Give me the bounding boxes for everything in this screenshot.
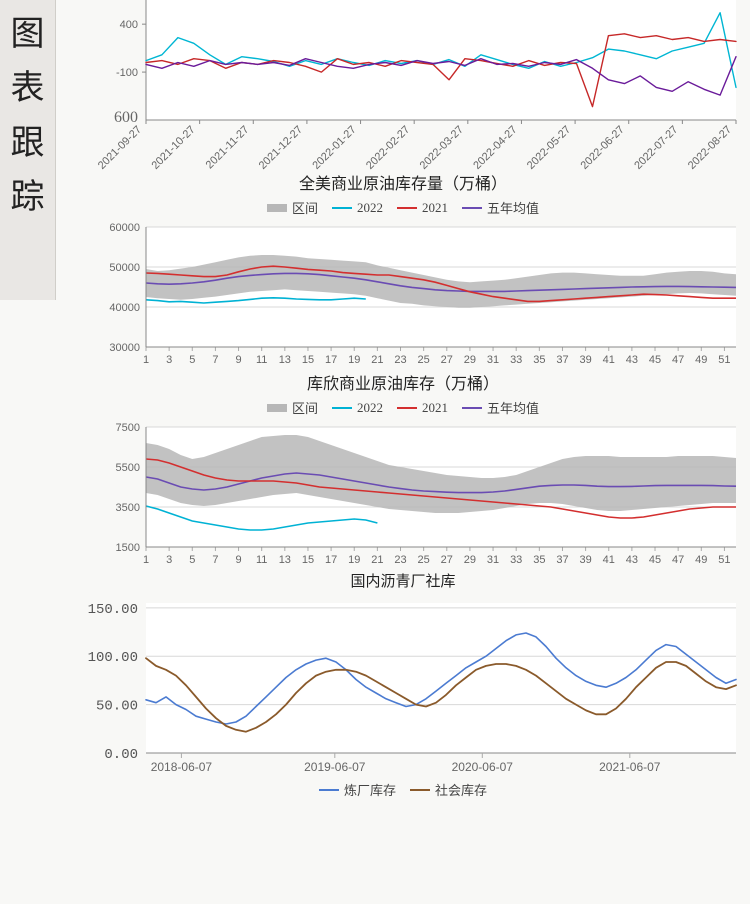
svg-text:2020-06-07: 2020-06-07 — [452, 760, 514, 774]
svg-text:21: 21 — [371, 554, 383, 566]
svg-text:51: 51 — [718, 554, 730, 566]
svg-text:5: 5 — [189, 354, 195, 366]
svg-text:33: 33 — [510, 554, 522, 566]
svg-text:3500: 3500 — [116, 502, 140, 514]
svg-text:1500: 1500 — [116, 542, 140, 554]
svg-text:2021-12-27: 2021-12-27 — [257, 124, 305, 170]
svg-text:2022-04-27: 2022-04-27 — [471, 124, 519, 170]
svg-text:2022-06-27: 2022-06-27 — [579, 124, 627, 170]
svg-text:15: 15 — [302, 554, 314, 566]
svg-text:9: 9 — [235, 354, 241, 366]
svg-text:17: 17 — [325, 354, 337, 366]
svg-text:37: 37 — [556, 554, 568, 566]
svg-text:7500: 7500 — [116, 422, 140, 434]
svg-text:19: 19 — [348, 554, 360, 566]
svg-text:2021-06-07: 2021-06-07 — [599, 760, 661, 774]
svg-text:43: 43 — [626, 354, 638, 366]
svg-text:2022-07-27: 2022-07-27 — [632, 124, 680, 170]
chart-4-asphalt-inventory: 国内沥青厂社库 0.00 50.00 100.00 150.00 2018-06-07 20… — [56, 570, 750, 800]
svg-text:13: 13 — [279, 554, 291, 566]
svg-text:25: 25 — [418, 554, 430, 566]
svg-text:35: 35 — [533, 554, 545, 566]
svg-text:2019-06-07: 2019-06-07 — [304, 760, 366, 774]
svg-text:1: 1 — [143, 354, 149, 366]
svg-text:2021-09-27: 2021-09-27 — [96, 124, 144, 170]
svg-text:2022-08-27: 2022-08-27 — [686, 124, 734, 170]
svg-text:50000: 50000 — [109, 262, 140, 274]
sidebar-char-4: 踪 — [11, 171, 45, 225]
svg-text:51: 51 — [718, 354, 730, 366]
svg-text:23: 23 — [394, 354, 406, 366]
sidebar-char-3: 跟 — [11, 117, 45, 171]
chart-legend: 区间20222021五年均值 — [56, 398, 750, 417]
svg-text:50.00: 50.00 — [96, 699, 138, 715]
svg-text:39: 39 — [579, 554, 591, 566]
svg-text:41: 41 — [603, 354, 615, 366]
svg-text:40000: 40000 — [109, 302, 140, 314]
svg-text:37: 37 — [556, 354, 568, 366]
chart-title: 全美商业原油库存量（万桶） — [56, 170, 750, 194]
chart-legend: 区间20222021五年均值 — [56, 198, 750, 217]
svg-text:17: 17 — [325, 554, 337, 566]
svg-text:39: 39 — [579, 354, 591, 366]
chart-1: -100 400 6002021-09-272021-10-272021-11-27… — [56, 0, 750, 170]
svg-text:2018-06-07: 2018-06-07 — [151, 760, 213, 774]
chart-title: 库欣商业原油库存（万桶） — [56, 370, 750, 394]
sidebar-title: 图 表 跟 踪 — [0, 0, 56, 300]
svg-text:25: 25 — [418, 354, 430, 366]
svg-text:30000: 30000 — [109, 342, 140, 354]
chart-title: 国内沥青厂社库 — [56, 570, 750, 591]
svg-text:2021-10-27: 2021-10-27 — [149, 124, 197, 170]
svg-text:45: 45 — [649, 354, 661, 366]
svg-text:15: 15 — [302, 354, 314, 366]
svg-text:3: 3 — [166, 554, 172, 566]
svg-text:5: 5 — [189, 554, 195, 566]
svg-text:27: 27 — [441, 354, 453, 366]
svg-text:-100: -100 — [116, 67, 138, 79]
svg-text:150.00: 150.00 — [88, 602, 138, 618]
svg-text:100.00: 100.00 — [88, 650, 138, 666]
svg-text:3: 3 — [166, 354, 172, 366]
svg-text:1: 1 — [143, 554, 149, 566]
svg-text:2021-11-27: 2021-11-27 — [204, 124, 252, 170]
svg-text:31: 31 — [487, 354, 499, 366]
svg-text:2022-05-27: 2022-05-27 — [525, 124, 573, 170]
sidebar-char-1: 图 — [11, 8, 45, 62]
svg-text:11: 11 — [256, 554, 267, 566]
svg-text:45: 45 — [649, 554, 661, 566]
svg-text:2022-02-27: 2022-02-27 — [364, 124, 412, 170]
svg-text:47: 47 — [672, 354, 684, 366]
svg-text:5500: 5500 — [116, 462, 140, 474]
chart-2-us-crude-inventory: 全美商业原油库存量（万桶） 区间20222021五年均值 30000 40000 500… — [56, 170, 750, 370]
sidebar-char-2: 表 — [11, 62, 45, 116]
svg-text:49: 49 — [695, 354, 707, 366]
svg-text:21: 21 — [371, 354, 383, 366]
chart-3-cushing-inventory: 库欣商业原油库存（万桶）区间20222021五年均值15003500550075… — [56, 370, 750, 570]
svg-text:41: 41 — [603, 554, 615, 566]
svg-text:31: 31 — [487, 554, 499, 566]
svg-text:27: 27 — [441, 554, 453, 566]
svg-text:29: 29 — [464, 354, 476, 366]
svg-text:9: 9 — [235, 554, 241, 566]
chart-legend: 炼厂库存社会库存 — [56, 780, 750, 799]
svg-text:60000: 60000 — [109, 222, 140, 234]
svg-text:23: 23 — [394, 554, 406, 566]
main: -100 400 6002021-09-272021-10-272021-11-27… — [56, 0, 750, 904]
svg-text:35: 35 — [533, 354, 545, 366]
svg-text:7: 7 — [212, 554, 218, 566]
svg-text:13: 13 — [279, 354, 291, 366]
svg-text:400: 400 — [120, 19, 138, 31]
svg-text:49: 49 — [695, 554, 707, 566]
svg-text:33: 33 — [510, 354, 522, 366]
svg-text:0.00: 0.00 — [104, 747, 138, 763]
svg-text:29: 29 — [464, 554, 476, 566]
svg-text:11: 11 — [256, 354, 267, 366]
svg-text:47: 47 — [672, 554, 684, 566]
svg-text:19: 19 — [348, 354, 360, 366]
svg-text:2022-03-27: 2022-03-27 — [418, 124, 466, 170]
svg-text:2022-01-27: 2022-01-27 — [310, 124, 358, 170]
svg-text:43: 43 — [626, 554, 638, 566]
svg-text:600: 600 — [114, 109, 138, 126]
svg-text:7: 7 — [212, 354, 218, 366]
